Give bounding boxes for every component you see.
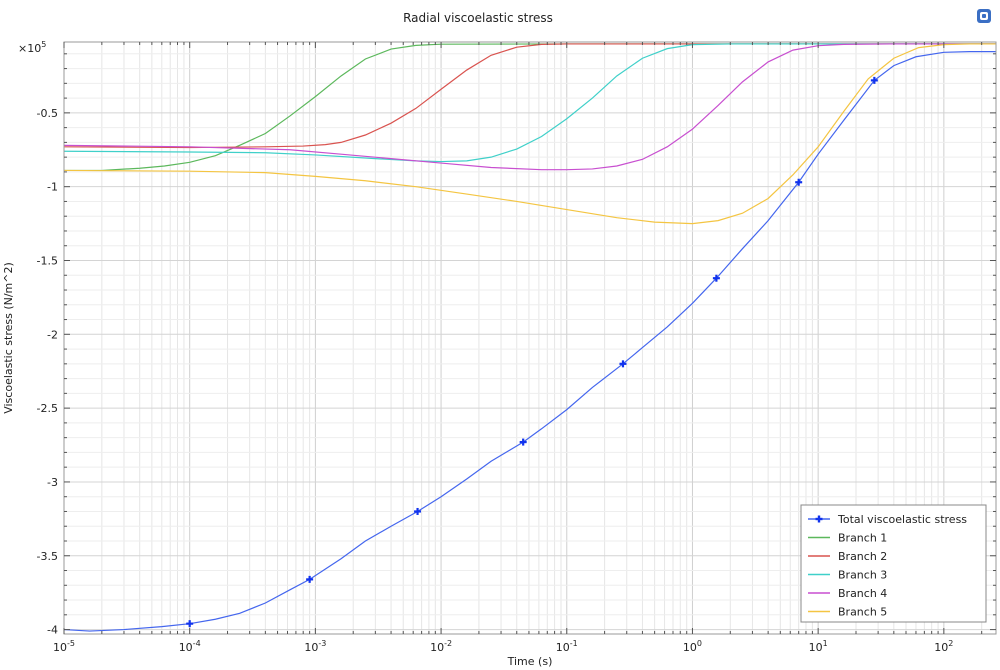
data-point-marker [414, 507, 422, 515]
legend-box [800, 504, 987, 623]
series-line [63, 51, 996, 632]
x-tick-label: 102 [934, 639, 953, 654]
legend-label: Branch 5 [838, 606, 887, 619]
legend-label: Branch 3 [838, 569, 887, 582]
y-tick-label: -1.5 [37, 254, 58, 267]
y-axis-label: Viscoelastic stress (N/m^2) [2, 262, 15, 414]
y-multiplier-exponent: 5 [41, 40, 46, 49]
chart-title: Radial viscoelastic stress [403, 11, 553, 25]
x-tick-label: 10-5 [53, 639, 75, 654]
legend-label: Branch 2 [838, 550, 887, 563]
legend-label: Branch 1 [838, 532, 887, 545]
x-tick-label: 10-1 [556, 639, 578, 654]
data-point-marker [519, 438, 527, 446]
y-tick-label: -2 [47, 328, 58, 341]
legend-label: Total viscoelastic stress [837, 513, 967, 526]
series-line [63, 43, 996, 171]
x-tick-label: 100 [683, 639, 702, 654]
legend-label: Branch 4 [838, 587, 887, 600]
data-point-marker [712, 274, 720, 282]
data-point-marker [306, 575, 314, 583]
x-axis-label: Time (s) [507, 655, 553, 668]
legend: Total viscoelastic stress Branch 1 Branch … [800, 504, 987, 623]
y-tick-labels: -0.5 -1 -1.5 -2 -2.5 -3 -3.5 -4 [37, 107, 58, 637]
y-tick-label: -0.5 [37, 107, 58, 120]
y-tick-label: -4 [47, 624, 58, 637]
tick-marks [63, 42, 996, 634]
plot-frame [63, 41, 997, 635]
y-tick-label: -1 [47, 181, 58, 194]
x-tick-labels: 10-5 10-4 10-3 10-2 10-1 100 101 102 [53, 639, 953, 654]
y-multiplier: ×105 [18, 40, 46, 55]
y-tick-label: -2.5 [37, 402, 58, 415]
x-tick-label: 101 [809, 639, 828, 654]
y-multiplier-base: ×10 [18, 42, 41, 55]
app-logo-icon [977, 9, 991, 23]
y-tick-label: -3.5 [37, 550, 58, 563]
data-point-marker [619, 360, 627, 368]
series-line [63, 43, 996, 149]
series-line [64, 43, 996, 172]
x-tick-label: 10-4 [179, 639, 201, 654]
data-point-marker [795, 178, 803, 186]
x-tick-label: 10-3 [304, 639, 326, 654]
y-tick-label: -3 [47, 476, 58, 489]
series-line [63, 43, 996, 225]
series-layer [63, 43, 996, 632]
x-tick-label: 10-2 [430, 639, 452, 654]
series-line [63, 43, 996, 163]
data-point-marker [870, 76, 878, 84]
data-point-marker [186, 620, 194, 628]
